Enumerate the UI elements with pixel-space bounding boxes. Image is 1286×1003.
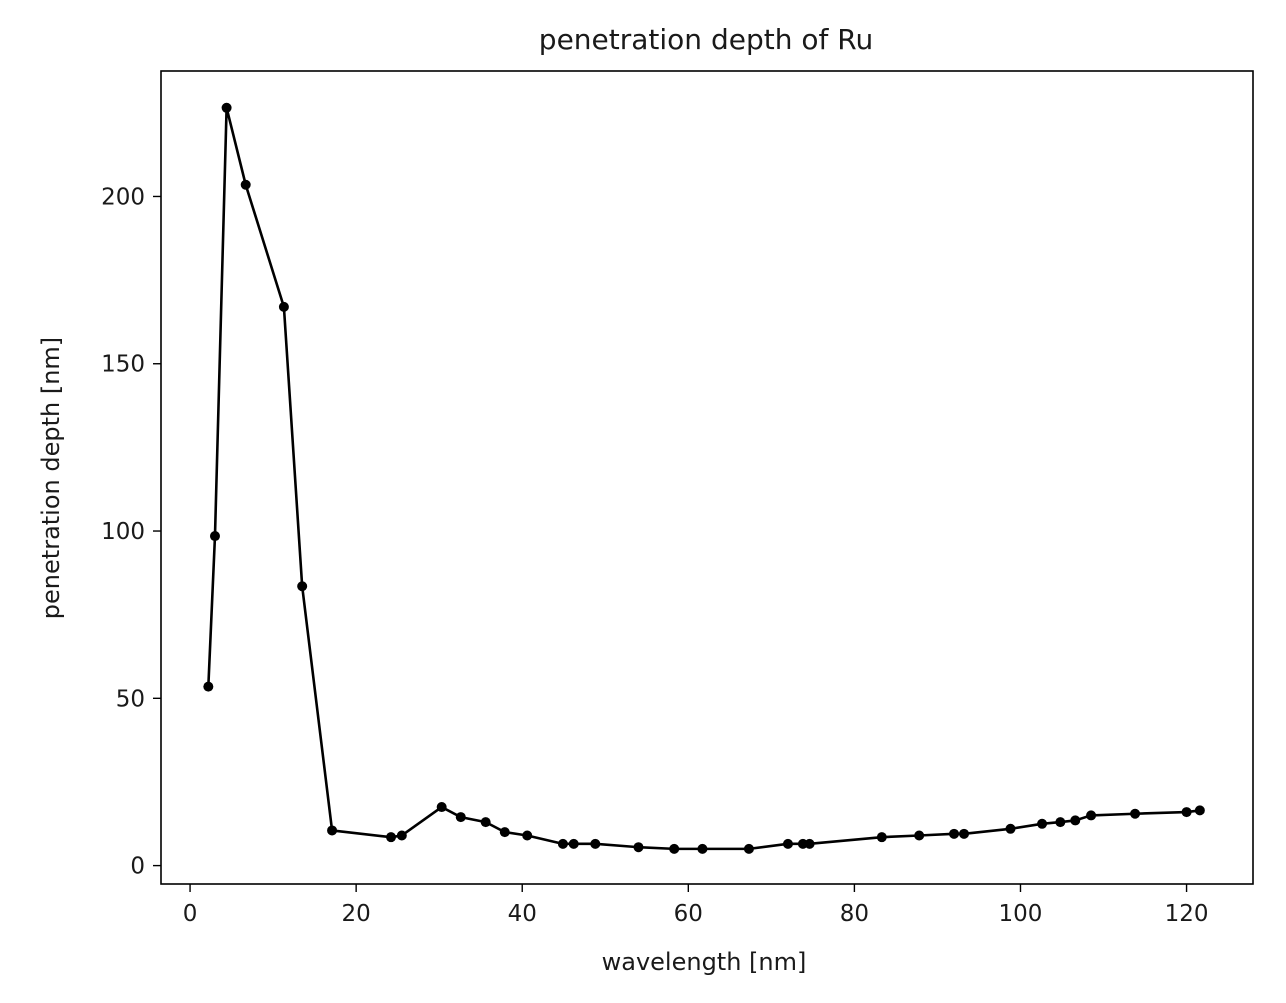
data-point <box>1070 815 1081 826</box>
x-axis-label: wavelength [nm] <box>602 948 807 976</box>
data-point <box>522 830 533 841</box>
data-point <box>240 179 251 190</box>
plot-area <box>203 102 1205 854</box>
data-point <box>1086 810 1097 821</box>
data-point <box>590 838 601 849</box>
data-point <box>327 825 338 836</box>
data-point <box>209 531 220 542</box>
x-tick-label: 60 <box>674 901 703 927</box>
data-point <box>221 102 232 113</box>
x-axis: 0 20 40 60 80 100 120 <box>183 884 1209 927</box>
data-point <box>1181 807 1192 818</box>
y-axis: 0 50 100 150 200 <box>101 184 161 880</box>
data-point <box>876 832 887 843</box>
x-tick-label: 20 <box>342 901 371 927</box>
x-tick-label: 40 <box>508 901 537 927</box>
y-tick-label: 0 <box>130 854 145 880</box>
data-point <box>804 838 815 849</box>
x-tick-label: 0 <box>183 901 198 927</box>
data-point <box>633 842 644 853</box>
data-point <box>782 838 793 849</box>
data-point <box>297 581 308 592</box>
x-tick-label: 100 <box>999 901 1043 927</box>
data-point <box>1037 818 1048 829</box>
plot-frame <box>160 70 1254 885</box>
data-point <box>959 828 970 839</box>
data-point <box>949 828 960 839</box>
data-point <box>1005 823 1016 834</box>
data-point <box>499 827 510 838</box>
y-tick-label: 200 <box>101 184 145 210</box>
data-point <box>386 832 397 843</box>
data-point <box>568 838 579 849</box>
data-point <box>278 301 289 312</box>
y-axis-label: penetration depth [nm] <box>37 337 65 619</box>
y-tick-label: 50 <box>116 686 145 712</box>
data-point <box>1194 805 1205 816</box>
data-point <box>455 812 466 823</box>
data-point <box>436 802 447 813</box>
y-tick-label: 100 <box>101 519 145 545</box>
data-point <box>480 817 491 828</box>
x-tick-label: 120 <box>1165 901 1209 927</box>
data-point <box>396 830 407 841</box>
x-tick-label: 80 <box>840 901 869 927</box>
data-point <box>697 843 708 854</box>
data-point <box>743 843 754 854</box>
data-point <box>914 830 925 841</box>
data-point <box>1130 808 1141 819</box>
chart-title: penetration depth of Ru <box>539 23 873 56</box>
data-point <box>557 838 568 849</box>
y-tick-label: 150 <box>101 352 145 378</box>
data-point <box>1055 817 1066 828</box>
data-point <box>669 843 680 854</box>
data-point <box>203 681 214 692</box>
